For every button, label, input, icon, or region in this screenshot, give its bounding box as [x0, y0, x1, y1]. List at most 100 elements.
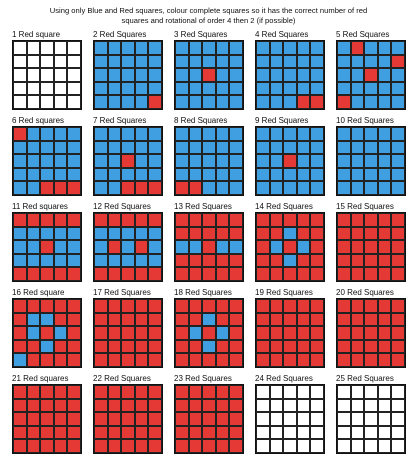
blue-cell[interactable] [175, 68, 189, 82]
red-cell[interactable] [283, 154, 297, 168]
empty-cell[interactable] [13, 41, 27, 55]
red-cell[interactable] [215, 226, 230, 241]
empty-cell[interactable] [310, 398, 324, 413]
blue-cell[interactable] [296, 240, 311, 254]
red-cell[interactable] [215, 213, 230, 227]
blue-cell[interactable] [364, 167, 378, 182]
red-cell[interactable] [94, 425, 108, 440]
blue-cell[interactable] [202, 81, 216, 96]
red-cell[interactable] [40, 267, 54, 281]
red-cell[interactable] [310, 253, 324, 268]
empty-cell[interactable] [40, 95, 54, 109]
red-cell[interactable] [310, 339, 324, 354]
red-cell[interactable] [134, 240, 149, 254]
red-cell[interactable] [67, 425, 81, 440]
red-cell[interactable] [377, 312, 392, 327]
blue-cell[interactable] [310, 167, 324, 182]
blue-cell[interactable] [229, 81, 243, 96]
red-cell[interactable] [148, 425, 162, 440]
blue-cell[interactable] [310, 54, 324, 69]
red-cell[interactable] [26, 425, 41, 440]
red-cell[interactable] [121, 339, 135, 354]
colour-square-grid[interactable] [93, 40, 163, 110]
red-cell[interactable] [364, 267, 378, 281]
red-cell[interactable] [391, 240, 405, 254]
red-cell[interactable] [175, 226, 189, 241]
red-cell[interactable] [94, 385, 108, 399]
empty-cell[interactable] [256, 398, 270, 413]
red-cell[interactable] [148, 353, 162, 367]
red-cell[interactable] [229, 398, 243, 413]
red-cell[interactable] [188, 181, 203, 195]
red-cell[interactable] [296, 299, 311, 313]
red-cell[interactable] [148, 299, 162, 313]
red-cell[interactable] [269, 226, 284, 241]
empty-cell[interactable] [256, 385, 270, 399]
blue-cell[interactable] [134, 41, 149, 55]
red-cell[interactable] [350, 41, 365, 55]
blue-cell[interactable] [13, 253, 27, 268]
blue-cell[interactable] [391, 140, 405, 155]
red-cell[interactable] [134, 425, 149, 440]
empty-cell[interactable] [256, 412, 270, 426]
blue-cell[interactable] [364, 81, 378, 96]
blue-cell[interactable] [94, 167, 108, 182]
red-cell[interactable] [67, 398, 81, 413]
empty-cell[interactable] [337, 439, 351, 453]
blue-cell[interactable] [40, 167, 54, 182]
blue-cell[interactable] [296, 140, 311, 155]
empty-cell[interactable] [283, 412, 297, 426]
red-cell[interactable] [215, 398, 230, 413]
empty-cell[interactable] [13, 68, 27, 82]
empty-cell[interactable] [364, 439, 378, 453]
red-cell[interactable] [337, 240, 351, 254]
red-cell[interactable] [53, 339, 68, 354]
blue-cell[interactable] [256, 54, 270, 69]
red-cell[interactable] [350, 213, 365, 227]
blue-cell[interactable] [121, 140, 135, 155]
blue-cell[interactable] [364, 181, 378, 195]
empty-cell[interactable] [53, 41, 68, 55]
red-cell[interactable] [377, 240, 392, 254]
blue-cell[interactable] [337, 68, 351, 82]
red-cell[interactable] [67, 181, 81, 195]
blue-cell[interactable] [377, 41, 392, 55]
blue-cell[interactable] [134, 81, 149, 96]
blue-cell[interactable] [188, 240, 203, 254]
blue-cell[interactable] [229, 68, 243, 82]
blue-cell[interactable] [283, 140, 297, 155]
red-cell[interactable] [107, 312, 122, 327]
red-cell[interactable] [256, 353, 270, 367]
red-cell[interactable] [296, 95, 311, 109]
colour-square-grid[interactable] [336, 298, 406, 368]
red-cell[interactable] [121, 439, 135, 453]
empty-cell[interactable] [26, 81, 41, 96]
red-cell[interactable] [107, 385, 122, 399]
red-cell[interactable] [364, 312, 378, 327]
blue-cell[interactable] [256, 127, 270, 141]
empty-cell[interactable] [67, 95, 81, 109]
red-cell[interactable] [188, 439, 203, 453]
red-cell[interactable] [134, 439, 149, 453]
red-cell[interactable] [107, 439, 122, 453]
blue-cell[interactable] [26, 226, 41, 241]
empty-cell[interactable] [350, 385, 365, 399]
red-cell[interactable] [67, 439, 81, 453]
empty-cell[interactable] [13, 54, 27, 69]
red-cell[interactable] [202, 213, 216, 227]
colour-square-grid[interactable] [93, 126, 163, 196]
red-cell[interactable] [121, 385, 135, 399]
red-cell[interactable] [121, 267, 135, 281]
red-cell[interactable] [134, 353, 149, 367]
blue-cell[interactable] [283, 54, 297, 69]
blue-cell[interactable] [175, 81, 189, 96]
red-cell[interactable] [215, 439, 230, 453]
blue-cell[interactable] [391, 127, 405, 141]
red-cell[interactable] [53, 425, 68, 440]
empty-cell[interactable] [364, 412, 378, 426]
red-cell[interactable] [202, 240, 216, 254]
red-cell[interactable] [53, 353, 68, 367]
empty-cell[interactable] [296, 412, 311, 426]
blue-cell[interactable] [121, 226, 135, 241]
empty-cell[interactable] [67, 41, 81, 55]
